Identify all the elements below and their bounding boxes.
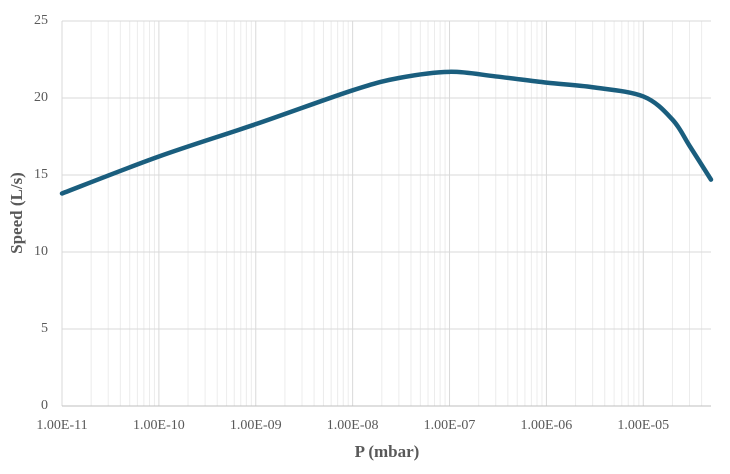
y-tick-label: 15 <box>34 167 48 182</box>
data-line <box>59 69 714 196</box>
x-tick-label: 1.00E-07 <box>424 418 476 433</box>
y-tick-label: 5 <box>41 321 48 336</box>
x-tick-label: 1.00E-11 <box>36 418 87 433</box>
x-axis-label: P (mbar) <box>355 442 420 461</box>
x-tick-label: 1.00E-06 <box>521 418 573 433</box>
x-tick-label: 1.00E-09 <box>230 418 282 433</box>
x-tick-label: 1.00E-10 <box>133 418 185 433</box>
y-tick-label: 20 <box>34 90 48 105</box>
y-tick-label: 0 <box>41 398 48 413</box>
x-tick-label: 1.00E-05 <box>617 418 669 433</box>
y-tick-label: 25 <box>34 13 48 28</box>
x-tick-label: 1.00E-08 <box>327 418 379 433</box>
y-axis-label: Speed (L/s) <box>7 172 26 254</box>
y-tick-label: 10 <box>34 244 48 259</box>
